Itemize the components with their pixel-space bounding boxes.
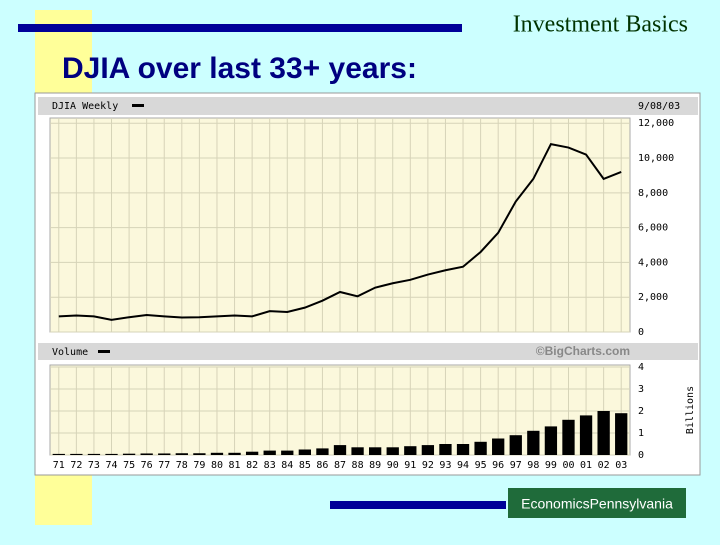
rule [18,24,462,32]
bar [615,413,628,455]
x-tick-label: 79 [193,460,205,471]
x-tick-label: 89 [369,460,381,471]
bar [509,435,522,455]
y-tick-label: 4,000 [638,257,668,268]
x-tick-label: 96 [492,460,504,471]
x-tick-label: 85 [299,460,311,471]
x-tick-label: 93 [439,460,451,471]
bar [87,453,101,455]
bar [527,430,540,455]
x-tick-label: 00 [562,460,574,471]
bar [579,415,593,455]
x-tick-label: 71 [53,460,65,471]
slide-title: DJIA over last 33+ years: [62,52,417,85]
y-tick-label: 3 [638,384,644,395]
x-tick-label: 98 [527,460,539,471]
bar [281,450,294,455]
bar [316,448,329,455]
y-tick-label: 1 [638,428,644,439]
x-tick-label: 77 [158,460,170,471]
x-tick-label: 86 [316,460,328,471]
header: Investment Basics [513,12,688,38]
rule [330,501,506,509]
x-tick-label: 01 [580,460,592,471]
x-tick-label: 97 [510,460,522,471]
x-tick-label: 76 [141,460,153,471]
panel-header [38,97,698,115]
x-tick-label: 82 [246,460,258,471]
bar [228,452,241,455]
bar [263,450,276,455]
bar [158,453,171,455]
y-tick-label: 12,000 [638,118,674,129]
bar [369,447,382,455]
y-tick-label: 10,000 [638,153,674,164]
bar [175,453,188,455]
x-tick-label: 92 [422,460,434,471]
bar [122,453,136,455]
bar [404,446,417,455]
legend-swatch [132,104,144,107]
x-tick-label: 81 [229,460,241,471]
x-tick-label: 94 [457,460,469,471]
bar [52,453,65,455]
x-tick-label: 73 [88,460,100,471]
bar [597,411,610,455]
bar [421,445,435,455]
bar [140,453,153,455]
bar [386,447,399,455]
bar [333,445,347,455]
y-tick-label: 2,000 [638,292,668,303]
bar [544,426,558,455]
x-tick-label: 88 [352,460,364,471]
y-tick-label: 8,000 [638,188,668,199]
y-axis-label: Billions [685,386,696,434]
chart-date: 9/08/03 [638,101,680,112]
source: ©BigCharts.com [536,344,630,358]
line [58,142,622,321]
chart-title: DJIA Weekly [52,101,118,112]
bar [105,453,118,455]
logo-text: EconomicsPennsylvania [521,496,673,512]
y-tick-label: 2 [638,406,644,417]
x-tick-label: 99 [545,460,557,471]
bar [439,444,452,455]
x-tick-label: 75 [123,460,135,471]
x-tick-label: 90 [387,460,399,471]
x-tick-label: 87 [334,460,346,471]
bar [245,451,259,455]
x-tick-label: 72 [70,460,82,471]
bar [474,441,487,455]
panel-header [38,343,698,360]
legend-swatch [98,350,110,353]
bar [351,447,364,455]
bar [193,453,206,455]
bar [298,449,311,455]
y-tick-label: 0 [638,327,644,338]
x-tick-label: 91 [404,460,416,471]
chart-title: Volume [52,347,88,358]
x-tick-label: 83 [264,460,276,471]
y-tick-label: 0 [638,450,644,461]
x-tick-label: 02 [598,460,610,471]
logo [508,488,686,518]
y-tick-label: 4 [638,362,644,373]
x-tick-label: 95 [475,460,487,471]
bar [456,444,470,455]
bar [210,452,224,455]
bar [70,453,83,455]
x-tick-label: 80 [211,460,223,471]
bar [562,419,575,455]
x-tick-label: 84 [281,460,293,471]
bar [492,438,505,455]
x-tick-label: 03 [615,460,627,471]
y-tick-label: 6,000 [638,223,668,234]
x-tick-label: 74 [105,460,117,471]
x-tick-label: 78 [176,460,188,471]
